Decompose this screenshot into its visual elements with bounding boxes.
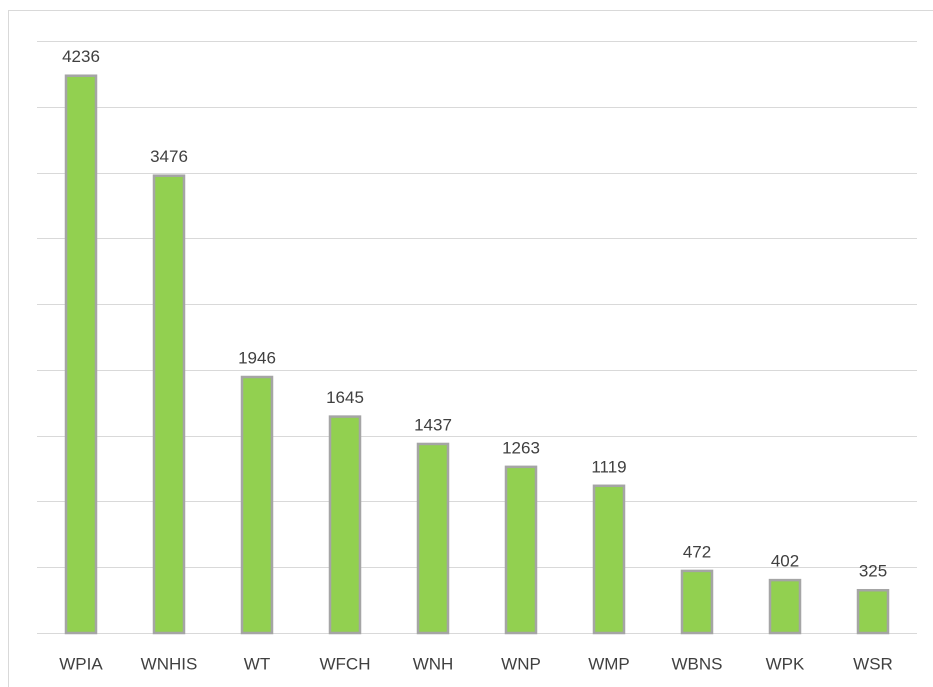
data-label: 1263 [502,438,540,457]
bar [240,375,274,635]
x-tick-label: WBNS [672,654,723,673]
data-label: 3476 [150,147,188,166]
x-tick-label: WPIA [59,654,103,673]
data-label: 1119 [591,457,626,476]
x-tick-label: WNP [501,654,541,673]
data-label: 402 [771,552,799,571]
x-tick-label: WPK [766,654,805,673]
x-tick-label: WSR [853,654,893,673]
bar [856,588,890,635]
x-tick-label: WNHIS [141,654,198,673]
x-tick-label: WNH [413,654,454,673]
data-label: 4236 [62,47,100,66]
bar [592,484,626,635]
x-tick-label: WT [244,654,270,673]
bar [328,415,362,635]
data-label: 472 [683,542,711,561]
bar [680,569,714,635]
data-label: 1437 [414,415,452,434]
data-label: 1946 [238,348,276,367]
bar [64,74,98,635]
bar [504,465,538,635]
x-tick-label: WMP [588,654,630,673]
data-label: 325 [859,562,887,581]
bar [768,578,802,635]
data-label: 1645 [326,388,364,407]
x-tick-label: WFCH [320,654,371,673]
bar [152,174,186,635]
bar [416,442,450,635]
